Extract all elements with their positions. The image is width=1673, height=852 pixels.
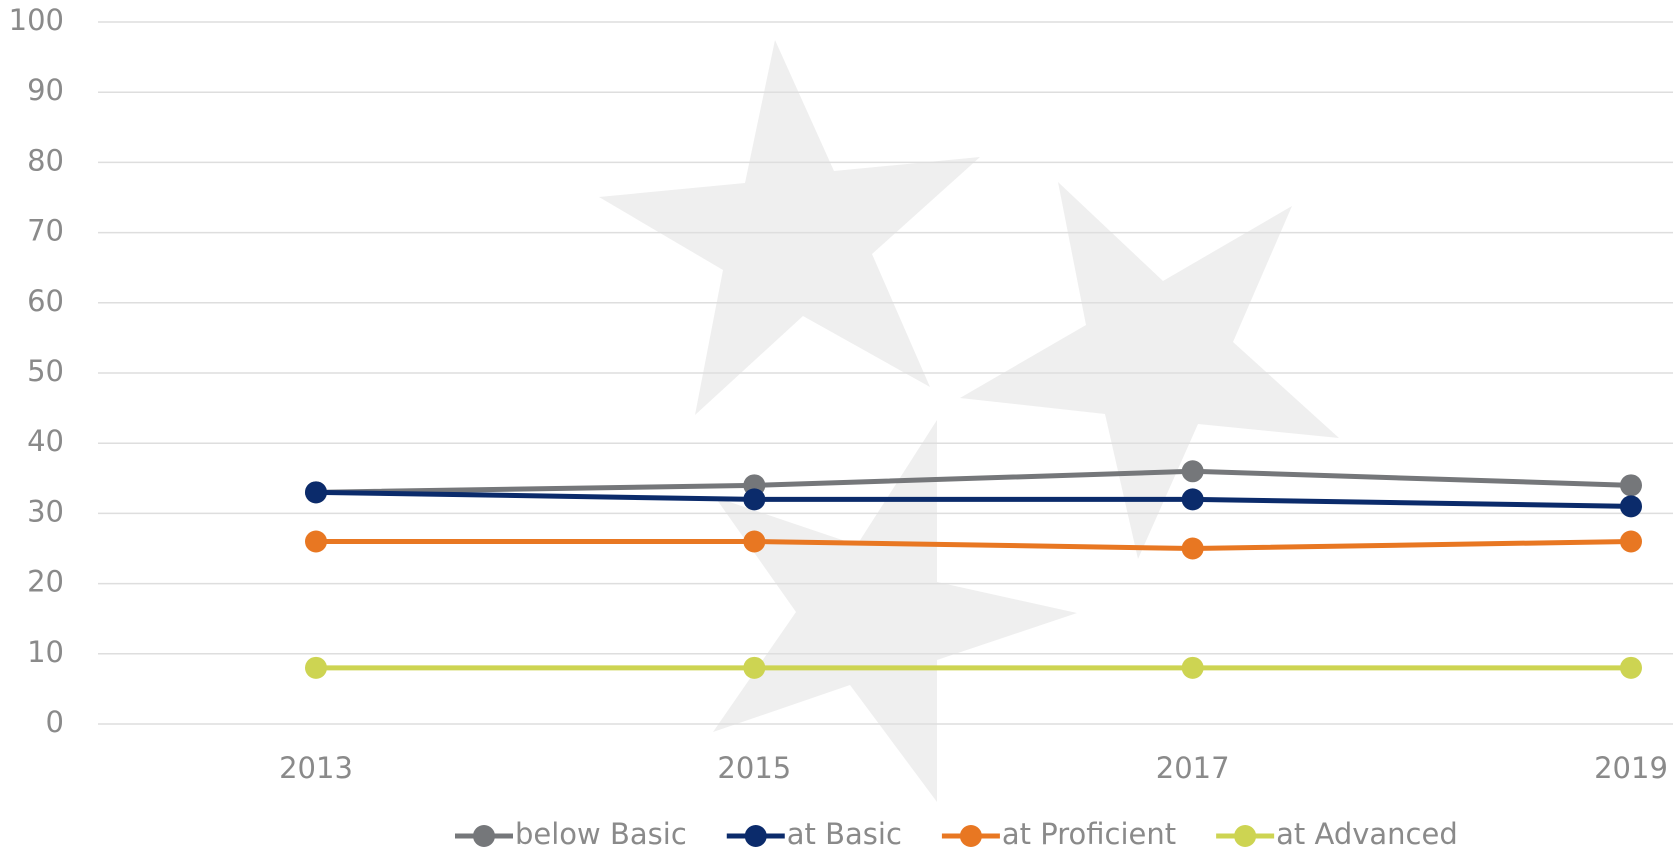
data-point	[305, 481, 327, 503]
data-point	[1620, 530, 1642, 552]
legend-marker	[745, 825, 767, 847]
data-point	[305, 530, 327, 552]
x-tick-label: 2015	[717, 751, 791, 785]
x-tick-label: 2019	[1594, 751, 1668, 785]
data-point	[1620, 474, 1642, 496]
data-point	[1182, 657, 1204, 679]
data-point	[305, 657, 327, 679]
x-tick-label: 2017	[1156, 751, 1230, 785]
data-point	[1620, 495, 1642, 517]
y-tick-label: 40	[27, 424, 64, 458]
y-tick-label: 20	[27, 565, 64, 599]
y-tick-label: 90	[27, 73, 64, 107]
y-tick-label: 100	[9, 3, 64, 37]
x-tick-label: 2013	[279, 751, 353, 785]
series-line	[316, 471, 1631, 492]
series-line	[316, 541, 1631, 548]
y-tick-label: 10	[27, 635, 64, 669]
y-tick-label: 50	[27, 354, 64, 388]
data-point	[743, 657, 765, 679]
data-point	[1182, 488, 1204, 510]
legend-marker	[473, 825, 495, 847]
y-tick-label: 0	[46, 705, 64, 739]
legend-marker	[1234, 825, 1256, 847]
star	[599, 40, 980, 415]
legend-marker	[960, 825, 982, 847]
y-tick-label: 30	[27, 494, 64, 528]
data-point	[1182, 538, 1204, 560]
legend-label: at Basic	[787, 817, 902, 851]
legend-label: at Proficient	[1002, 817, 1176, 851]
data-point	[1620, 657, 1642, 679]
y-tick-label: 70	[27, 214, 64, 248]
data-point	[1182, 460, 1204, 482]
legend-label: below Basic	[515, 817, 687, 851]
series-line	[316, 492, 1631, 506]
y-tick-label: 60	[27, 284, 64, 318]
watermark	[599, 40, 1339, 802]
y-tick-label: 80	[27, 143, 64, 177]
legend-label: at Advanced	[1276, 817, 1458, 851]
data-point	[743, 530, 765, 552]
data-point	[743, 488, 765, 510]
chart: 0 10 20 30 40 50 60 70 80 90 100 2013 2015 2017 2019 be…	[0, 0, 1673, 852]
